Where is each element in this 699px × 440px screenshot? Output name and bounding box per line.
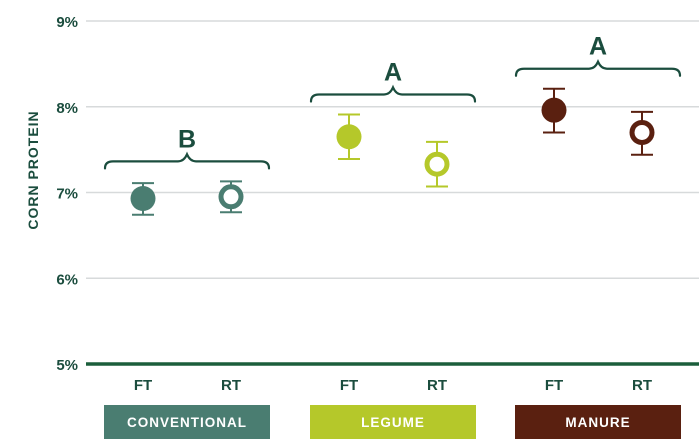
group-label-box	[310, 405, 476, 439]
group-label: MANURE	[565, 415, 630, 430]
data-point-filled	[130, 186, 156, 212]
group-label: CONVENTIONAL	[127, 415, 247, 430]
group-label-box	[104, 405, 270, 439]
x-tick-label: FT	[545, 377, 563, 394]
significance-letter: B	[178, 125, 196, 153]
y-axis-label: CORN PROTEIN	[25, 110, 41, 229]
significance-letter: A	[384, 58, 402, 86]
significance-letter: A	[589, 33, 607, 61]
x-tick-label: RT	[427, 377, 447, 394]
x-tick-label: FT	[134, 377, 152, 394]
group-label-box	[515, 405, 681, 439]
y-tick-label: 8%	[56, 100, 78, 117]
y-tick-label: 6%	[56, 271, 78, 288]
data-point-open	[629, 119, 655, 145]
y-tick-label: 9%	[56, 14, 78, 31]
x-tick-label: FT	[340, 377, 358, 394]
x-tick-label: RT	[221, 377, 241, 394]
group-labels: CONVENTIONAL LEGUME MANURE	[104, 405, 681, 439]
significance-bracket	[514, 58, 682, 77]
data-point-filled	[336, 124, 362, 150]
gridlines	[86, 20, 699, 279]
significance-bracket	[103, 151, 271, 170]
x-tick-labels: FT RT FT RT FT RT	[134, 377, 652, 394]
data-points	[130, 87, 655, 216]
x-tick-label: RT	[632, 377, 652, 394]
y-tick-label: 5%	[56, 357, 78, 374]
significance-bracket	[309, 84, 477, 103]
data-point-filled	[541, 97, 567, 123]
data-point-open	[424, 151, 450, 177]
y-tick-label: 7%	[56, 186, 78, 203]
y-tick-labels: 5% 6% 7% 8% 9%	[56, 14, 78, 374]
data-point-open	[218, 184, 244, 210]
group-label: LEGUME	[361, 415, 425, 430]
significance-brackets: B A A	[103, 33, 682, 170]
